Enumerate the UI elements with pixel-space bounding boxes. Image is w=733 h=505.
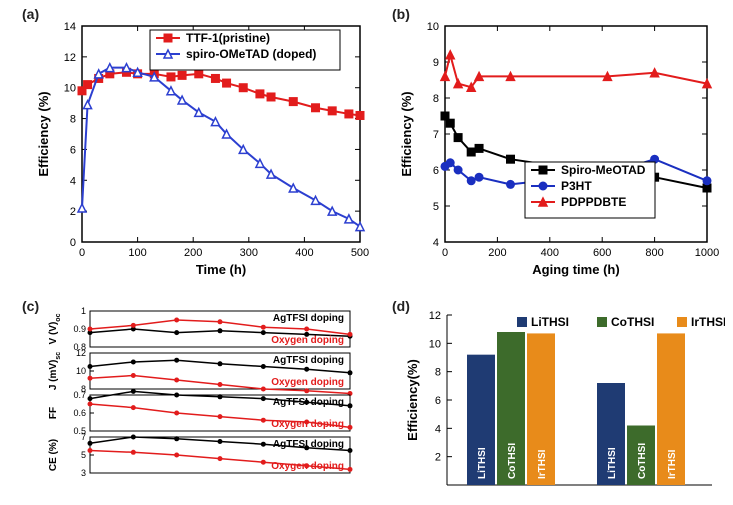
panel-d-chart: 2 4 6 8 10 12 Efficiency(%) LiTHSI CoTHSI IrTHSI L… [395,305,725,505]
svg-text:12: 12 [429,310,441,322]
svg-text:1000: 1000 [695,247,719,259]
svg-text:4: 4 [70,175,76,187]
svg-text:AgTFSI doping: AgTFSI doping [273,313,344,324]
svg-text:CoTHSI: CoTHSI [637,443,648,479]
svg-text:IrTHSI: IrTHSI [537,449,548,479]
svg-text:5: 5 [81,450,86,460]
svg-text:12: 12 [64,52,76,64]
svg-text:CoTHSI: CoTHSI [611,315,654,329]
svg-text:800: 800 [645,247,663,259]
svg-text:AgTFSI doping: AgTFSI doping [273,439,344,450]
svg-text:TTF-1(pristine): TTF-1(pristine) [186,31,270,45]
svg-text:spiro-OMeTAD (doped): spiro-OMeTAD (doped) [186,47,316,61]
svg-text:7: 7 [433,129,439,141]
svg-text:4: 4 [435,423,441,435]
svg-text:600: 600 [593,247,611,259]
svg-text:Time (h): Time (h) [196,262,246,277]
svg-text:Oxygen doping: Oxygen doping [271,377,344,388]
svg-text:6: 6 [435,395,441,407]
svg-text:CoTHSI: CoTHSI [507,443,518,479]
svg-text:8: 8 [433,93,439,105]
svg-text:12: 12 [76,348,86,358]
svg-text:200: 200 [488,247,506,259]
svg-text:FF: FF [48,407,59,419]
svg-text:0.6: 0.6 [73,408,86,418]
svg-text:10: 10 [427,21,439,33]
svg-text:10: 10 [76,366,86,376]
svg-text:3: 3 [81,468,86,478]
svg-text:AgTFSI doping: AgTFSI doping [273,397,344,408]
svg-text:PDPPDBTE: PDPPDBTE [561,195,626,209]
svg-text:Oxygen doping: Oxygen doping [271,461,344,472]
svg-text:6: 6 [433,165,439,177]
panel-b-chart: 0 200 400 600 800 1000 4 5 6 7 8 9 10 Aging time (h) E… [395,12,725,292]
svg-text:Oxygen doping: Oxygen doping [271,335,344,346]
svg-text:Efficiency (%): Efficiency (%) [399,91,414,176]
svg-text:LiTHSI: LiTHSI [531,315,569,329]
svg-text:7: 7 [81,432,86,442]
svg-text:2: 2 [70,206,76,218]
svg-text:9: 9 [433,57,439,69]
svg-text:P3HT: P3HT [561,179,592,193]
svg-text:200: 200 [184,247,202,259]
svg-text:0.9: 0.9 [73,324,86,334]
svg-text:Spiro-MeOTAD: Spiro-MeOTAD [561,163,646,177]
svg-text:V (V)oc: V (V)oc [48,313,62,344]
panel-c-chart: 0.80.91V (V)ocAgTFSI dopingOxygen doping… [30,305,380,505]
svg-text:8: 8 [70,114,76,126]
svg-text:8: 8 [435,367,441,379]
svg-text:14: 14 [64,21,76,33]
svg-text:0: 0 [442,247,448,259]
svg-text:0.7: 0.7 [73,390,86,400]
svg-text:Aging time (h): Aging time (h) [532,262,619,277]
svg-text:AgTFSI doping: AgTFSI doping [273,355,344,366]
svg-text:CE (%): CE (%) [48,439,59,471]
svg-text:6: 6 [70,144,76,156]
svg-text:0: 0 [79,247,85,259]
svg-text:J (mV)sc: J (mV)sc [48,352,62,390]
svg-text:Oxygen doping: Oxygen doping [271,419,344,430]
svg-text:4: 4 [433,237,439,249]
svg-text:0: 0 [70,237,76,249]
svg-text:10: 10 [64,83,76,95]
svg-text:5: 5 [433,201,439,213]
svg-text:400: 400 [295,247,313,259]
svg-text:2: 2 [435,452,441,464]
svg-text:IrTHSI: IrTHSI [691,315,725,329]
svg-text:1: 1 [81,306,86,316]
svg-text:500: 500 [351,247,369,259]
svg-text:Efficiency (%): Efficiency (%) [36,91,51,176]
svg-text:100: 100 [128,247,146,259]
svg-text:10: 10 [429,338,441,350]
svg-text:IrTHSI: IrTHSI [667,449,678,479]
svg-text:Efficiency(%): Efficiency(%) [405,359,420,441]
svg-text:300: 300 [240,247,258,259]
svg-text:400: 400 [541,247,559,259]
svg-text:LiTHSI: LiTHSI [477,447,488,479]
panel-a-chart: 0 100 200 300 400 500 0 2 4 6 8 10 12 14 Time (h) Effic… [30,12,380,292]
svg-text:LiTHSI: LiTHSI [607,447,618,479]
